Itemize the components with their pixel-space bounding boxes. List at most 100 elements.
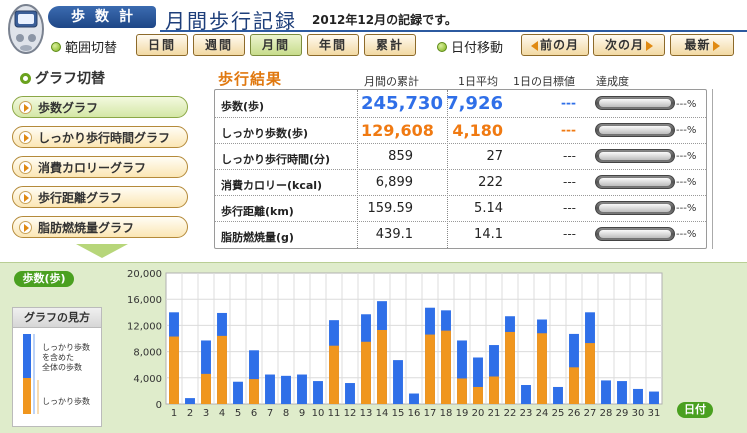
bar-total-steps	[233, 381, 243, 404]
y-tick-label: 0	[156, 400, 162, 411]
bar-brisk-steps	[457, 378, 467, 404]
steps-graph-button[interactable]: 歩数グラフ	[12, 96, 188, 118]
x-tick-label: 20	[472, 408, 485, 419]
next-month-label: 次の月	[604, 38, 644, 52]
brisk-time-graph-button[interactable]: しっかり歩行時間グラフ	[12, 126, 188, 148]
legend-total-line1: しっかり歩数	[42, 342, 90, 352]
bar-total-steps	[617, 381, 627, 404]
range-month-button[interactable]: 月間	[250, 34, 302, 56]
fat-burn-graph-button[interactable]: 脂肪燃焼量グラフ	[12, 216, 188, 238]
prev-month-label: 前の月	[539, 38, 579, 52]
distance-graph-button[interactable]: 歩行距離グラフ	[12, 186, 188, 208]
bar-brisk-steps	[425, 334, 435, 404]
distance-total-value: 159.59	[367, 201, 414, 216]
x-tick-label: 25	[552, 408, 565, 419]
x-tick-label: 11	[328, 408, 341, 419]
bar-total-steps	[265, 374, 275, 404]
bar-total-steps	[489, 345, 499, 404]
x-tick-label: 10	[312, 408, 325, 419]
plot-area	[165, 272, 663, 405]
brisk-steps-progress-gauge	[595, 123, 675, 137]
x-tick-label: 9	[299, 408, 305, 419]
range-cumulative-button[interactable]: 累計	[364, 34, 416, 56]
pedometer-icon	[8, 4, 44, 54]
legend-title: グラフの見方	[13, 308, 101, 328]
fat-burn-graph-label: 脂肪燃焼量グラフ	[38, 220, 135, 235]
legend-total-bar	[23, 334, 31, 378]
x-tick-label: 12	[344, 408, 357, 419]
bar-brisk-steps	[249, 379, 259, 404]
table-row: 脂肪燃焼量(g) 439.1 14.1 --- ---%	[215, 222, 706, 248]
brisk-time-progress-gauge	[595, 149, 675, 163]
calorie-total-value: 6,899	[375, 175, 413, 190]
bar-total-steps	[313, 381, 323, 404]
distance-average-value: 5.14	[474, 201, 503, 216]
fat-burn-average-value: 14.1	[474, 227, 503, 242]
steps-total-value: 245,730	[361, 93, 443, 114]
x-tick-label: 15	[392, 408, 405, 419]
date-axis-button[interactable]: 日付	[677, 402, 713, 418]
arrow-right-icon	[19, 160, 32, 174]
bar-total-steps	[249, 350, 259, 404]
bar-total-steps	[201, 340, 211, 404]
legend-total-line2: を含めた	[42, 352, 74, 362]
table-row: しっかり歩行時間(分) 859 27 --- ---%	[215, 144, 706, 170]
distance-graph-label: 歩行距離グラフ	[38, 190, 123, 205]
graph-switch-text: グラフ切替	[35, 71, 105, 87]
brisk-steps-total-value: 129,608	[361, 121, 434, 140]
x-tick-label: 16	[408, 408, 421, 419]
ring-bullet-icon	[20, 72, 31, 84]
calorie-graph-button[interactable]: 消費カロリーグラフ	[12, 156, 188, 178]
table-row: 消費カロリー(kcal) 6,899 222 --- ---%	[215, 170, 706, 196]
x-tick-label: 21	[488, 408, 501, 419]
next-month-button[interactable]: 次の月	[593, 34, 665, 56]
table-row: 歩数(歩) 245,730 7,926 --- ---%	[215, 90, 706, 118]
bullet-icon	[51, 41, 61, 52]
x-tick-label: 14	[376, 408, 389, 419]
bar-total-steps	[553, 386, 563, 404]
x-tick-label: 17	[424, 408, 437, 419]
arrow-right-icon	[19, 220, 32, 234]
range-day-button[interactable]: 日間	[136, 34, 188, 56]
prev-month-button[interactable]: 前の月	[521, 34, 589, 56]
x-tick-label: 24	[536, 408, 549, 419]
bar-brisk-steps	[505, 331, 515, 404]
bar-brisk-steps	[585, 343, 595, 404]
next-arrow-icon	[646, 40, 653, 51]
legend-brisk-bar	[23, 378, 31, 414]
bar-brisk-steps	[569, 367, 579, 404]
fat-burn-goal-value: ---	[563, 227, 576, 241]
x-tick-label: 26	[568, 408, 581, 419]
x-tick-label: 4	[219, 408, 225, 419]
x-tick-label: 2	[187, 408, 193, 419]
bar-total-steps	[457, 340, 467, 404]
bar-total-steps	[393, 360, 403, 404]
latest-button[interactable]: 最新	[670, 34, 734, 56]
range-year-button[interactable]: 年間	[307, 34, 359, 56]
down-arrow-icon	[76, 244, 128, 258]
steps-average-value: 7,926	[446, 93, 503, 114]
date-move-text: 日付移動	[451, 41, 504, 56]
x-tick-label: 22	[504, 408, 517, 419]
bullet-icon	[437, 41, 447, 52]
calorie-achievement-pct: ---%	[676, 177, 697, 188]
brisk-steps-achievement-pct: ---%	[676, 125, 697, 136]
bar-total-steps	[473, 357, 483, 404]
col-head-total: 月間の累計	[364, 75, 419, 88]
results-heading: 歩行結果	[218, 70, 283, 88]
brisk-time-achievement-pct: ---%	[676, 151, 697, 162]
bar-total-steps	[185, 398, 195, 404]
y-tick-label: 20,000	[127, 269, 162, 280]
bar-brisk-steps	[489, 376, 499, 404]
range-week-button[interactable]: 週間	[193, 34, 245, 56]
bar-total-steps	[297, 374, 307, 404]
x-tick-label: 19	[456, 408, 469, 419]
row-label: 脂肪燃焼量(g)	[221, 231, 294, 244]
x-tick-label: 31	[648, 408, 661, 419]
fat-burn-progress-gauge	[595, 227, 675, 241]
col-head-achievement: 達成度	[596, 75, 629, 88]
bar-brisk-steps	[329, 345, 339, 404]
col-head-average: 1日平均	[458, 75, 498, 88]
distance-progress-gauge	[595, 201, 675, 215]
